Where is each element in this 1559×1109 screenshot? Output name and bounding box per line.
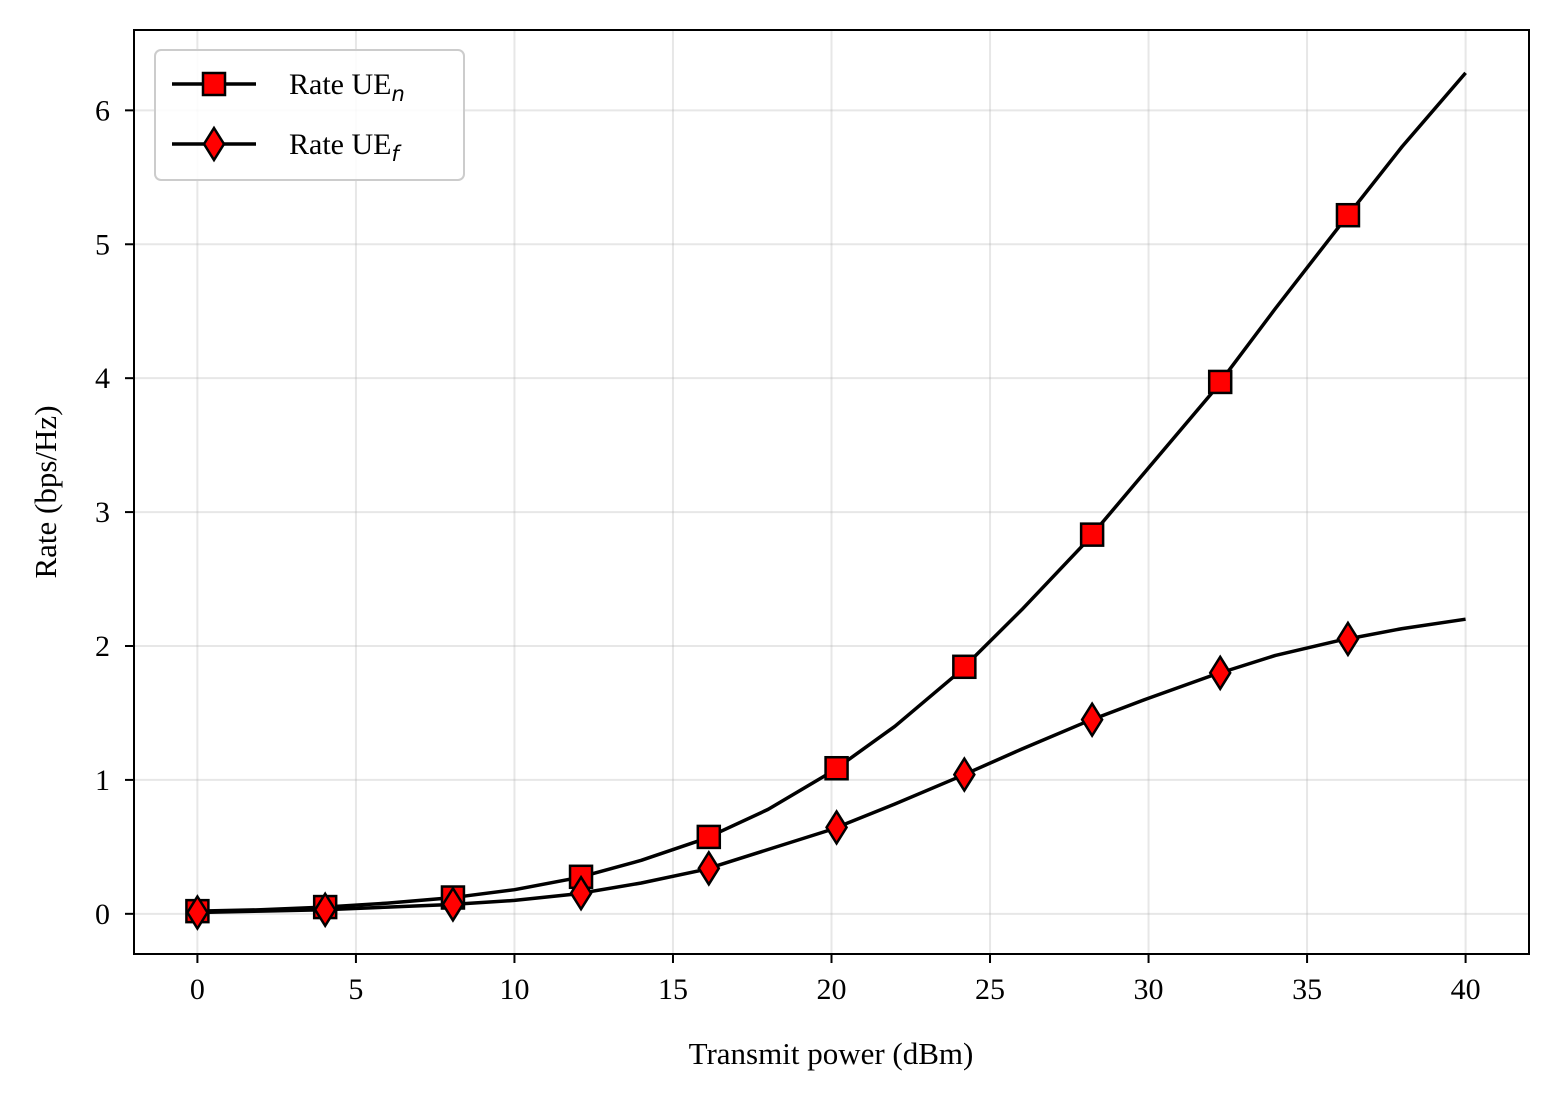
y-tick-label: 1 bbox=[95, 764, 110, 797]
data-point-square bbox=[696, 824, 722, 850]
y-tick-label: 0 bbox=[95, 898, 110, 931]
series-markers bbox=[185, 202, 1361, 931]
legend-marker-diamond bbox=[202, 125, 226, 163]
x-tick-label: 30 bbox=[1134, 973, 1164, 1006]
y-tick-label: 4 bbox=[95, 362, 110, 395]
legend-label-subscript: n bbox=[391, 82, 404, 106]
x-tick-label: 40 bbox=[1451, 973, 1481, 1006]
x-tick-label: 5 bbox=[348, 973, 363, 1006]
y-axis-title: Rate (bps/Hz) bbox=[28, 405, 63, 578]
data-point-diamond bbox=[441, 885, 465, 923]
data-point-square bbox=[1207, 369, 1233, 395]
x-tick-label: 20 bbox=[817, 973, 847, 1006]
legend-marker-square bbox=[201, 71, 227, 97]
data-point-diamond bbox=[185, 894, 209, 931]
data-point-diamond bbox=[825, 809, 849, 846]
data-point-diamond bbox=[1208, 654, 1232, 692]
y-tick-label: 2 bbox=[95, 630, 110, 663]
x-tick-label: 15 bbox=[658, 973, 688, 1006]
axis-ticks: 0 5 10 15 20 25 30 35 40 0 1 2 3 4 5 6 bbox=[95, 94, 1481, 1006]
y-tick-label: 6 bbox=[95, 94, 110, 127]
legend-label-subscript: f bbox=[391, 142, 402, 166]
data-point-diamond bbox=[1336, 620, 1360, 658]
gridlines bbox=[134, 30, 1529, 954]
data-point-square bbox=[952, 654, 977, 680]
legend-label-text: Rate UE bbox=[289, 128, 391, 161]
data-point-square bbox=[824, 755, 849, 781]
x-tick-label: 0 bbox=[190, 973, 205, 1006]
data-point-diamond bbox=[697, 849, 721, 887]
y-tick-label: 5 bbox=[95, 228, 110, 261]
x-tick-label: 10 bbox=[499, 973, 529, 1006]
data-point-diamond bbox=[569, 874, 593, 912]
legend-label-text: Rate UE bbox=[289, 68, 391, 101]
data-point-square bbox=[1335, 202, 1361, 228]
x-tick-label: 25 bbox=[975, 973, 1005, 1006]
legend-label: Rate UEf bbox=[289, 128, 402, 166]
data-point-square bbox=[1079, 522, 1105, 547]
x-tick-label: 35 bbox=[1292, 973, 1322, 1006]
y-tick-label: 3 bbox=[95, 496, 110, 529]
data-point-diamond bbox=[313, 891, 337, 929]
data-point-diamond bbox=[1080, 701, 1104, 739]
x-axis-title: Transmit power (dBm) bbox=[689, 1036, 974, 1071]
data-point-diamond bbox=[952, 756, 976, 793]
legend-label: Rate UEn bbox=[289, 68, 405, 106]
